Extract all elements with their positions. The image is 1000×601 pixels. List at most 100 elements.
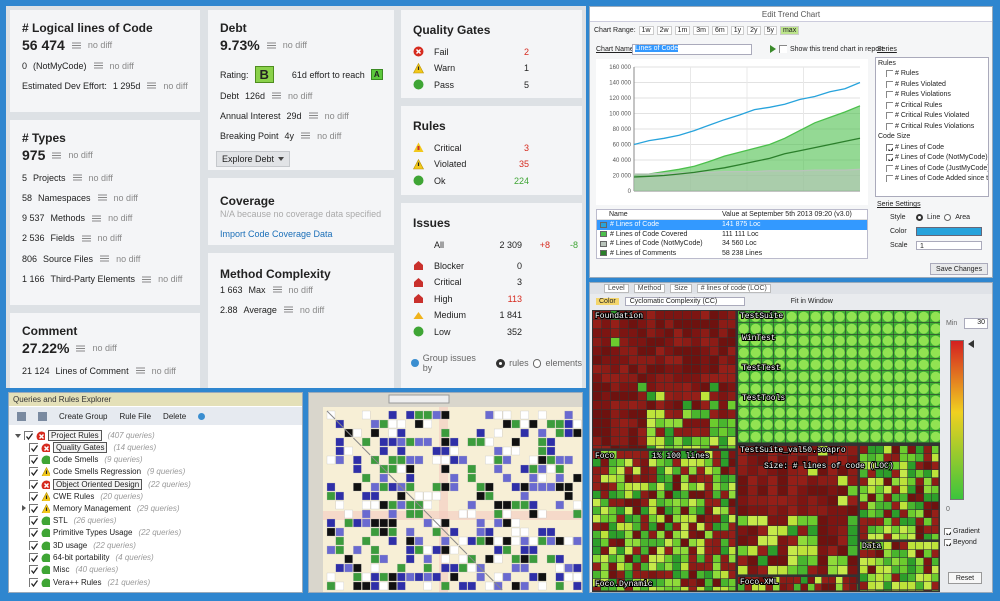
matrix-cell bbox=[546, 419, 556, 429]
series-item[interactable]: Code Size bbox=[876, 132, 988, 143]
treemap-cell bbox=[641, 547, 649, 555]
treemap-cell bbox=[868, 566, 876, 574]
tree-row[interactable]: 3D usage (22 queries) bbox=[29, 540, 136, 550]
range-button[interactable]: 1m bbox=[674, 26, 691, 35]
tree-row[interactable]: Vera++ Rules (21 queries) bbox=[29, 577, 150, 587]
series-item[interactable]: # Lines of Code Added since the Baseline bbox=[876, 174, 988, 185]
treemap-highlight bbox=[930, 431, 940, 442]
series-item[interactable]: # Rules bbox=[876, 69, 988, 80]
treemap-cell bbox=[633, 507, 641, 515]
series-item[interactable]: # Rules Violated bbox=[876, 79, 988, 90]
range-button[interactable]: 2y bbox=[747, 26, 761, 35]
treemap-highlight bbox=[858, 431, 869, 442]
treemap-cell bbox=[692, 428, 701, 437]
treemap-highlight bbox=[858, 371, 869, 382]
check-mark bbox=[945, 531, 951, 535]
tree-row[interactable]: CWE Rules (20 queries) bbox=[29, 491, 143, 501]
treemap-cell bbox=[924, 510, 932, 518]
series-item[interactable]: # Critical Rules Violations bbox=[876, 121, 988, 132]
treemap-cell bbox=[773, 584, 780, 591]
expander[interactable] bbox=[15, 433, 21, 438]
toolbar-icon[interactable] bbox=[38, 411, 47, 421]
range-button[interactable]: 5y bbox=[763, 26, 777, 35]
radio-selected[interactable] bbox=[496, 358, 506, 368]
reset-button[interactable]: Reset bbox=[948, 572, 982, 584]
treemap-cell bbox=[876, 494, 884, 502]
treemap-cell bbox=[625, 467, 633, 475]
matrix-cell bbox=[555, 563, 564, 573]
series-item[interactable]: # Lines of Code bbox=[876, 142, 988, 153]
range-button[interactable]: 1y bbox=[730, 26, 745, 35]
fit-button[interactable]: Fit in Window bbox=[790, 298, 833, 305]
range-button[interactable]: 6m bbox=[712, 26, 728, 35]
status-label: Low bbox=[434, 326, 451, 337]
treemap-cell bbox=[620, 365, 629, 374]
treemap-cell bbox=[729, 563, 736, 571]
tree-row[interactable]: Primitive Types Usage (22 queries) bbox=[29, 528, 181, 538]
gradient-handle[interactable] bbox=[968, 340, 974, 348]
legend-row[interactable]: # Lines of Code (NotMyCode) 34 560 Loc bbox=[597, 239, 867, 249]
treemap-cell bbox=[808, 584, 815, 591]
treemap-cell bbox=[633, 579, 641, 587]
series-item[interactable]: # Lines of Code (JustMyCode) bbox=[876, 163, 988, 174]
treemap-cell bbox=[633, 499, 641, 507]
treemap-cell bbox=[611, 320, 620, 329]
tree-row[interactable]: Memory Management (29 queries) bbox=[22, 503, 180, 513]
legend-row[interactable]: # Lines of Code 141 875 Loc bbox=[597, 220, 867, 230]
treemap-cell bbox=[647, 383, 656, 392]
max-value-box[interactable]: 30 bbox=[964, 318, 988, 329]
tree-row[interactable]: STL (26 queries) bbox=[29, 516, 116, 526]
treemap-cell bbox=[617, 579, 625, 587]
matrix-cell bbox=[441, 437, 450, 447]
series-header: Series bbox=[877, 46, 897, 53]
range-button[interactable]: 3m bbox=[693, 26, 710, 35]
explore-debt-button[interactable]: Explore Debt bbox=[216, 151, 291, 167]
tree-row[interactable]: 64-bit portability (4 queries) bbox=[29, 553, 154, 562]
series-item[interactable]: # Critical Rules bbox=[876, 100, 988, 111]
query-name: Memory Management bbox=[53, 503, 131, 513]
coverage-link[interactable]: Import Code Coverage Data bbox=[220, 229, 333, 239]
treemap-cell bbox=[617, 499, 625, 507]
color-metric[interactable]: Cyclomatic Complexity (CC) bbox=[624, 297, 745, 306]
tree-row[interactable]: Code Smells (9 queries) bbox=[29, 454, 143, 464]
treemap-highlight bbox=[810, 359, 821, 370]
toolbar-icon[interactable] bbox=[17, 411, 26, 421]
matrix-cell bbox=[379, 518, 388, 528]
range-button[interactable]: 1w bbox=[638, 26, 654, 35]
save-button[interactable]: Save Changes bbox=[930, 263, 988, 275]
expander[interactable] bbox=[22, 505, 26, 512]
tree-row[interactable]: Project Rules (407 queries) bbox=[15, 430, 155, 441]
tree-row[interactable]: Misc (40 queries) bbox=[29, 565, 118, 575]
rule-file-button[interactable]: Rule File bbox=[119, 411, 152, 421]
treemap-highlight bbox=[894, 383, 905, 394]
legend-row[interactable]: # Lines of Code Covered 111 111 Loc bbox=[597, 230, 867, 240]
color-swatch[interactable] bbox=[916, 227, 982, 236]
matrix-cell bbox=[362, 518, 371, 528]
radio[interactable] bbox=[532, 358, 542, 368]
scale-dropdown[interactable]: 1 bbox=[916, 241, 982, 250]
radio-selected[interactable] bbox=[916, 214, 923, 221]
icon-check bbox=[29, 454, 38, 464]
tree-row[interactable]: Object Oriented Design (22 queries) bbox=[29, 479, 191, 491]
radio[interactable] bbox=[944, 214, 952, 221]
matrix-cell bbox=[520, 554, 529, 564]
icon-nodiff bbox=[72, 174, 82, 181]
series-item[interactable]: # Rules Violations bbox=[876, 90, 988, 101]
treemap-cell bbox=[602, 428, 611, 437]
legend-row[interactable]: # Lines of Comments 58 238 Lines bbox=[597, 249, 867, 259]
range-button[interactable]: max bbox=[779, 26, 800, 35]
treemap-highlight bbox=[822, 395, 833, 406]
settings-title: Serie Settings bbox=[877, 201, 921, 208]
chart-name-input[interactable]: Lines of Code bbox=[632, 44, 752, 55]
matrix-cell bbox=[406, 437, 415, 447]
tree-row[interactable]: Code Smells Regression (9 queries) bbox=[29, 466, 185, 476]
series-item[interactable]: # Lines of Code (NotMyCode) bbox=[876, 153, 988, 164]
treemap-cell bbox=[924, 582, 932, 590]
range-button[interactable]: 2w bbox=[656, 26, 672, 35]
play-button[interactable] bbox=[770, 45, 776, 53]
series-item[interactable]: # Critical Rules Violated bbox=[876, 111, 988, 122]
tree-row[interactable]: Quality Gates (14 queries) bbox=[29, 442, 156, 454]
delete-button[interactable]: Delete bbox=[163, 411, 187, 421]
series-item[interactable]: Rules bbox=[876, 58, 988, 69]
create-group-button[interactable]: Create Group bbox=[59, 411, 108, 421]
